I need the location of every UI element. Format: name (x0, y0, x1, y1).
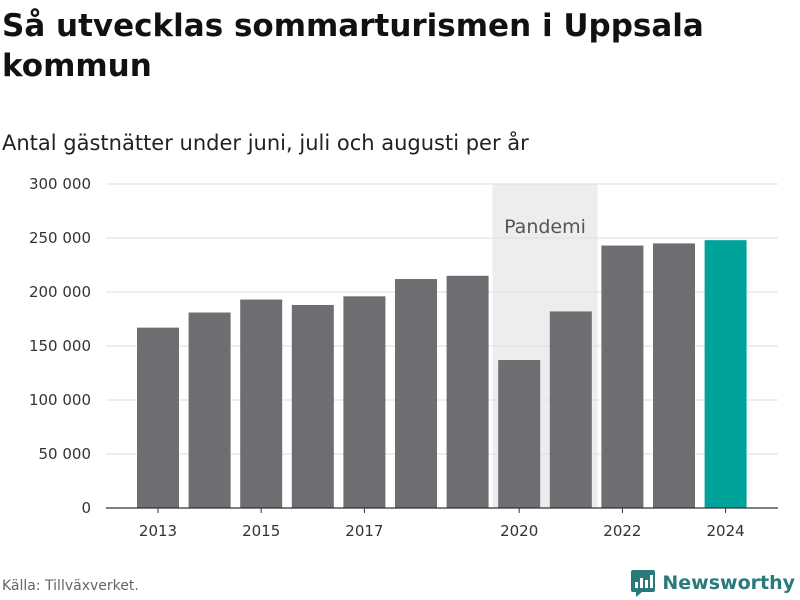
bar-2022 (601, 245, 644, 508)
bar-2019 (446, 275, 489, 508)
chart-title: Så utvecklas sommarturismen i Uppsala ko… (2, 8, 704, 84)
brand-name: Newsworthy (662, 572, 795, 594)
bar-2023 (653, 243, 695, 508)
y-tick-label: 100 000 (29, 391, 91, 409)
source-note: Källa: Tillväxverket. (2, 578, 139, 594)
x-tick-label: 2024 (707, 522, 745, 540)
x-tick-label: 2015 (242, 522, 280, 540)
x-tick-label: 2022 (603, 522, 641, 540)
bar-2014 (188, 312, 231, 508)
y-tick-label: 300 000 (29, 175, 91, 193)
bar-2015 (240, 299, 283, 508)
chart-subtitle: Antal gästnätter under juni, juli och au… (2, 131, 529, 155)
x-tick-label: 2020 (500, 522, 538, 540)
y-tick-label: 150 000 (29, 337, 91, 355)
bar-2016 (291, 304, 334, 508)
x-tick-label: 2017 (345, 522, 383, 540)
x-tick-label: 2013 (139, 522, 177, 540)
y-tick-label: 250 000 (29, 229, 91, 247)
y-tick-label: 50 000 (39, 445, 92, 463)
brand-logo: Newsworthy (630, 568, 795, 598)
pandemic-band-label: Pandemi (504, 216, 586, 238)
bar-2024 (704, 240, 747, 508)
newsworthy-logo-icon (631, 570, 656, 597)
y-tick-label: 0 (81, 499, 91, 517)
y-tick-label: 200 000 (29, 283, 91, 301)
bar-2018 (395, 279, 437, 508)
bar-2020 (498, 360, 541, 508)
bar-2021 (549, 311, 592, 508)
bar-2013 (137, 327, 179, 508)
bar-2017 (343, 296, 386, 508)
